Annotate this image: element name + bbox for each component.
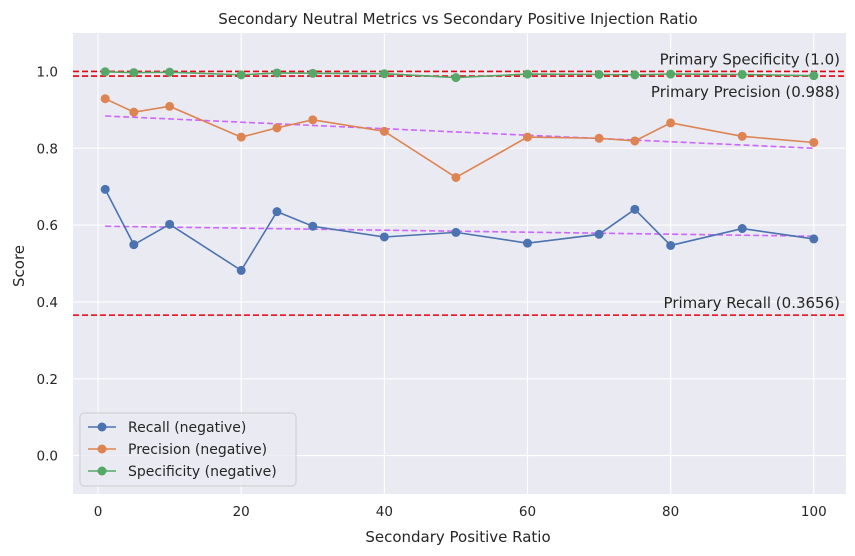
primary-specificity-label: Primary Specificity (1.0) [660,50,840,68]
specificity-series [100,67,819,83]
precision-point [129,107,139,117]
y-tick-label: 0.0 [37,449,58,465]
recall-point [809,234,819,244]
y-tick-label: 0.4 [37,295,58,311]
recall-point [272,207,282,217]
specificity-point [630,70,640,80]
recall-point [666,240,676,250]
primary-precision-label: Primary Precision (0.988) [651,83,840,101]
reference-lines: Primary Specificity (1.0) Primary Precisi… [73,50,846,316]
specificity-line [105,71,814,79]
precision-point [236,132,246,142]
legend: Recall (negative) Precision (negative) Spe… [79,412,297,487]
precision-point [630,136,640,146]
legend-label-recall: Recall (negative) [128,420,246,436]
precision-point [451,172,461,182]
precision-point [100,94,110,104]
precision-series [100,94,819,182]
specificity-point [100,67,110,77]
recall-point [165,219,175,229]
y-axis-label: Score [10,245,28,287]
specificity-point [165,67,175,77]
series [100,67,819,275]
x-tick-label: 80 [662,504,679,520]
specificity-point [809,71,819,81]
tick-labels: 0 20 40 60 80 100 0.0 0.2 0.4 0.6 0.8 1.0 [37,64,827,520]
legend-swatch-marker [97,466,107,476]
recall-point [129,240,139,250]
specificity-point [666,69,676,79]
x-axis-label: Secondary Positive Ratio [365,528,550,546]
recall-line [104,188,814,272]
recall-point [630,204,640,214]
precision-line [104,97,814,179]
trend-line [105,115,814,150]
legend-swatch-marker [97,444,107,454]
chart-title: Secondary Neutral Metrics vs Secondary P… [218,10,697,28]
specificity-point [129,68,139,78]
y-tick-label: 0.8 [37,141,58,157]
precision-point [272,123,282,133]
specificity-point [308,68,318,78]
specificity-point [379,69,389,79]
x-tick-label: 0 [94,504,103,520]
precision-point [594,133,604,143]
legend-label-precision: Precision (negative) [128,442,267,458]
precision-point [379,126,389,136]
x-tick-label: 20 [233,504,250,520]
recall-point [522,238,532,248]
recall-point [308,221,318,231]
recall-point [379,232,389,242]
precision-point [666,118,676,128]
primary-recall-label: Primary Recall (0.3656) [664,294,840,312]
x-tick-label: 100 [801,504,827,520]
legend-label-specificity: Specificity (negative) [128,464,277,480]
specificity-point [236,70,246,80]
y-tick-label: 0.2 [37,372,58,388]
precision-point [737,131,747,141]
precision-point [308,115,318,125]
grid [73,33,846,494]
specificity-point [451,73,461,83]
specificity-point [594,69,604,79]
specificity-point [522,69,532,79]
recall-point [236,265,246,275]
specificity-point [272,68,282,78]
recall-series [100,184,819,275]
recall-point [100,184,110,194]
x-tick-label: 40 [376,504,393,520]
legend-box [79,412,297,487]
x-tick-label: 60 [519,504,536,520]
precision-point [165,101,175,111]
precision-point [522,132,532,142]
specificity-point [737,69,747,79]
y-tick-label: 0.6 [37,218,58,234]
legend-swatch-marker [97,422,107,432]
recall-point [594,229,604,239]
y-tick-label: 1.0 [37,64,58,80]
recall-point [737,224,747,234]
precision-point [809,137,819,147]
recall-point [451,227,461,237]
